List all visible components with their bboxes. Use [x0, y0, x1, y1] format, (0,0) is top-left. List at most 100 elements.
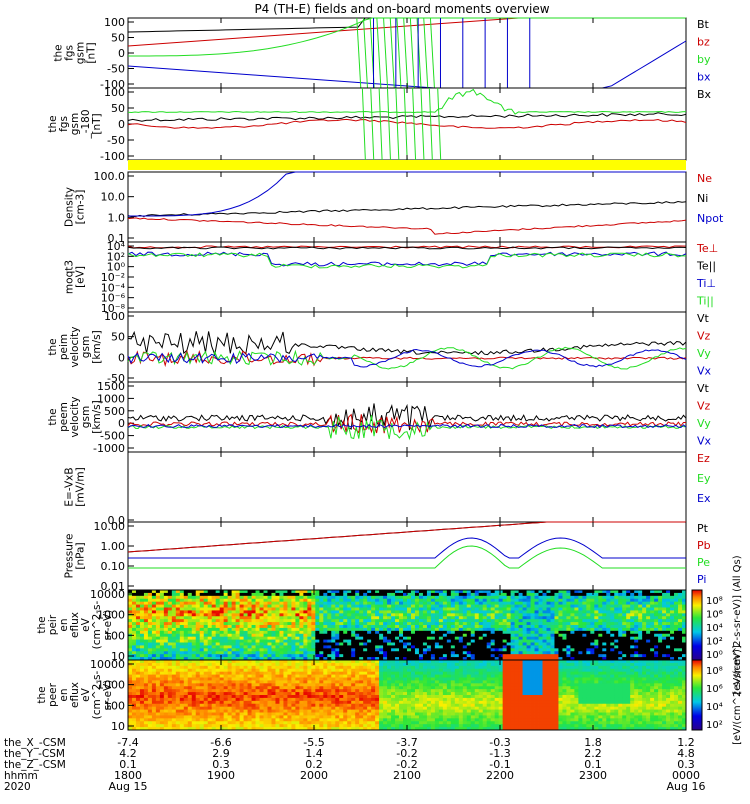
spectrogram-cell — [463, 625, 467, 628]
spectrogram-cell — [650, 599, 654, 602]
spectrogram-cell — [291, 680, 295, 683]
spectrogram-cell — [307, 698, 311, 701]
spectrogram-cell — [335, 593, 339, 596]
spectrogram-cell — [252, 675, 256, 678]
spectrogram-cell — [319, 683, 323, 686]
spectrogram-cell — [519, 634, 523, 637]
spectrogram-cell — [144, 616, 148, 619]
spectrogram-cell — [220, 695, 224, 698]
spectrogram-cell — [463, 593, 467, 596]
spectrogram-cell — [132, 619, 136, 622]
spectrogram-cell — [598, 593, 602, 596]
spectrogram-cell — [188, 619, 192, 622]
spectrogram-cell — [208, 689, 212, 692]
spectrogram-cell — [188, 645, 192, 648]
spectrogram-cell — [244, 692, 248, 695]
spectrogram-cell — [678, 605, 682, 608]
spectrogram-cell — [299, 718, 303, 721]
spectrogram-cell — [291, 704, 295, 707]
spectrogram-cell — [566, 605, 570, 608]
spectrogram-cell — [570, 608, 574, 611]
spectrogram-cell — [208, 701, 212, 704]
spectrogram-cell — [244, 695, 248, 698]
spectrogram-cell — [507, 596, 511, 599]
spectrogram-cell — [156, 724, 160, 727]
spectrogram-cell — [558, 622, 562, 625]
spectrogram-cell — [415, 654, 419, 657]
spectrogram-cell — [399, 593, 403, 596]
spectrogram-cell — [554, 596, 558, 599]
spectrogram-cell — [224, 683, 228, 686]
spectrogram-cell — [363, 622, 367, 625]
spectrogram-cell — [638, 625, 642, 628]
spectrogram-cell — [590, 634, 594, 637]
spectrogram-cell — [148, 637, 152, 640]
spectrogram-cell — [264, 692, 268, 695]
spectrogram-cell — [164, 724, 168, 727]
spectrogram-cell — [168, 663, 172, 666]
spectrogram-cell — [523, 634, 527, 637]
spectrogram-cell — [451, 599, 455, 602]
spectrogram-cell — [256, 675, 260, 678]
spectrogram-cell — [586, 628, 590, 631]
spectrogram-cell — [443, 648, 447, 651]
spectrogram-cell — [228, 616, 232, 619]
spectrogram-cell — [160, 602, 164, 605]
spectrogram-cell — [574, 619, 578, 622]
spectrogram-cell — [172, 683, 176, 686]
spectrogram-cell — [295, 593, 299, 596]
spectrogram-cell — [128, 648, 132, 651]
spectrogram-cell — [315, 605, 319, 608]
spectrogram-cell — [315, 695, 319, 698]
spectrogram-cell — [299, 701, 303, 704]
spectrogram-cell — [550, 648, 554, 651]
spectrogram-cell — [319, 721, 323, 724]
spectrogram-cell — [582, 640, 586, 643]
spectrogram-cell — [467, 628, 471, 631]
spectrogram-cell — [471, 596, 475, 599]
spectrogram-cell — [487, 625, 491, 628]
spectrogram-cell — [160, 713, 164, 716]
spectrogram-cell — [471, 648, 475, 651]
spectrogram-cell — [562, 625, 566, 628]
spectrogram-cell — [383, 640, 387, 643]
spectrogram-cell — [256, 721, 260, 724]
spectrogram-cell — [586, 622, 590, 625]
spectrogram-cell — [431, 625, 435, 628]
spectrogram-cell — [279, 672, 283, 675]
spectrogram-cell — [160, 715, 164, 718]
spectrogram-cell — [415, 631, 419, 634]
spectrogram-cell — [626, 637, 630, 640]
spectrogram-cell — [299, 695, 303, 698]
spectrogram-cell — [399, 625, 403, 628]
spectrogram-cell — [132, 710, 136, 713]
spectrogram-cell — [547, 602, 551, 605]
spectrogram-cell — [431, 616, 435, 619]
spectrogram-cell — [200, 683, 204, 686]
spectrogram-cell — [319, 599, 323, 602]
spectrogram-cell — [359, 625, 363, 628]
spectrogram-cell — [299, 625, 303, 628]
spectrogram-cell — [140, 669, 144, 672]
spectrogram-cell — [646, 637, 650, 640]
spectrogram-cell — [264, 715, 268, 718]
spectrogram-cell — [140, 651, 144, 654]
spectrogram-cell — [383, 631, 387, 634]
spectrogram-cell — [160, 666, 164, 669]
spectrogram-cell — [347, 628, 351, 631]
spectrogram-cell — [168, 651, 172, 654]
spectrogram-cell — [435, 654, 439, 657]
spectrogram-cell — [598, 625, 602, 628]
spectrogram-cell — [586, 651, 590, 654]
spectrogram-cell — [606, 654, 610, 657]
spectrogram-cell — [359, 651, 363, 654]
spectrogram-cell — [475, 651, 479, 654]
spectrogram-cell — [403, 640, 407, 643]
spectrogram-cell — [331, 610, 335, 613]
spectrogram-cell — [483, 593, 487, 596]
spectrogram-cell — [411, 599, 415, 602]
spectrogram-cell — [515, 613, 519, 616]
spectrogram-cell — [459, 610, 463, 613]
spectrogram-cell — [180, 596, 184, 599]
